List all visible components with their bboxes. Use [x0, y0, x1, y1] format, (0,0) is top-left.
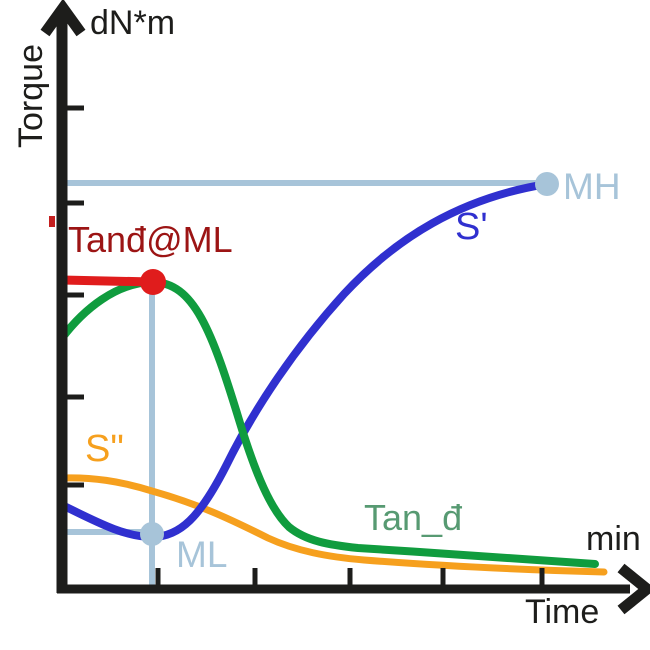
- mh-point-label: MH: [563, 166, 621, 207]
- x-axis-title: Time: [525, 593, 600, 631]
- tan-delta-at-ml-point: [140, 269, 166, 295]
- tan-delta-axis-mark: [49, 216, 55, 227]
- s-prime-curve-label: S': [455, 206, 488, 248]
- tan-delta-at-ml-label: Tanđ@ML: [68, 219, 233, 260]
- ml-point-label: ML: [176, 534, 228, 575]
- s-double-prime-curve-label: S": [85, 428, 124, 470]
- curve-tan-delta-at-ml: [57, 275, 158, 287]
- x-axis-arrow: [617, 563, 650, 615]
- ml-point: [140, 522, 164, 546]
- tan-delta-curve-label: Tan_đ: [364, 497, 463, 538]
- curve-s-double-prime: [58, 474, 608, 576]
- x-axis-unit-label: min: [586, 520, 641, 558]
- mh-point: [535, 172, 559, 196]
- y-axis-title: Torque: [12, 44, 50, 148]
- curve-tan-delta: [58, 277, 599, 568]
- y-axis-unit-label: dN*m: [90, 4, 176, 42]
- y-axis-arrow: [40, 0, 86, 37]
